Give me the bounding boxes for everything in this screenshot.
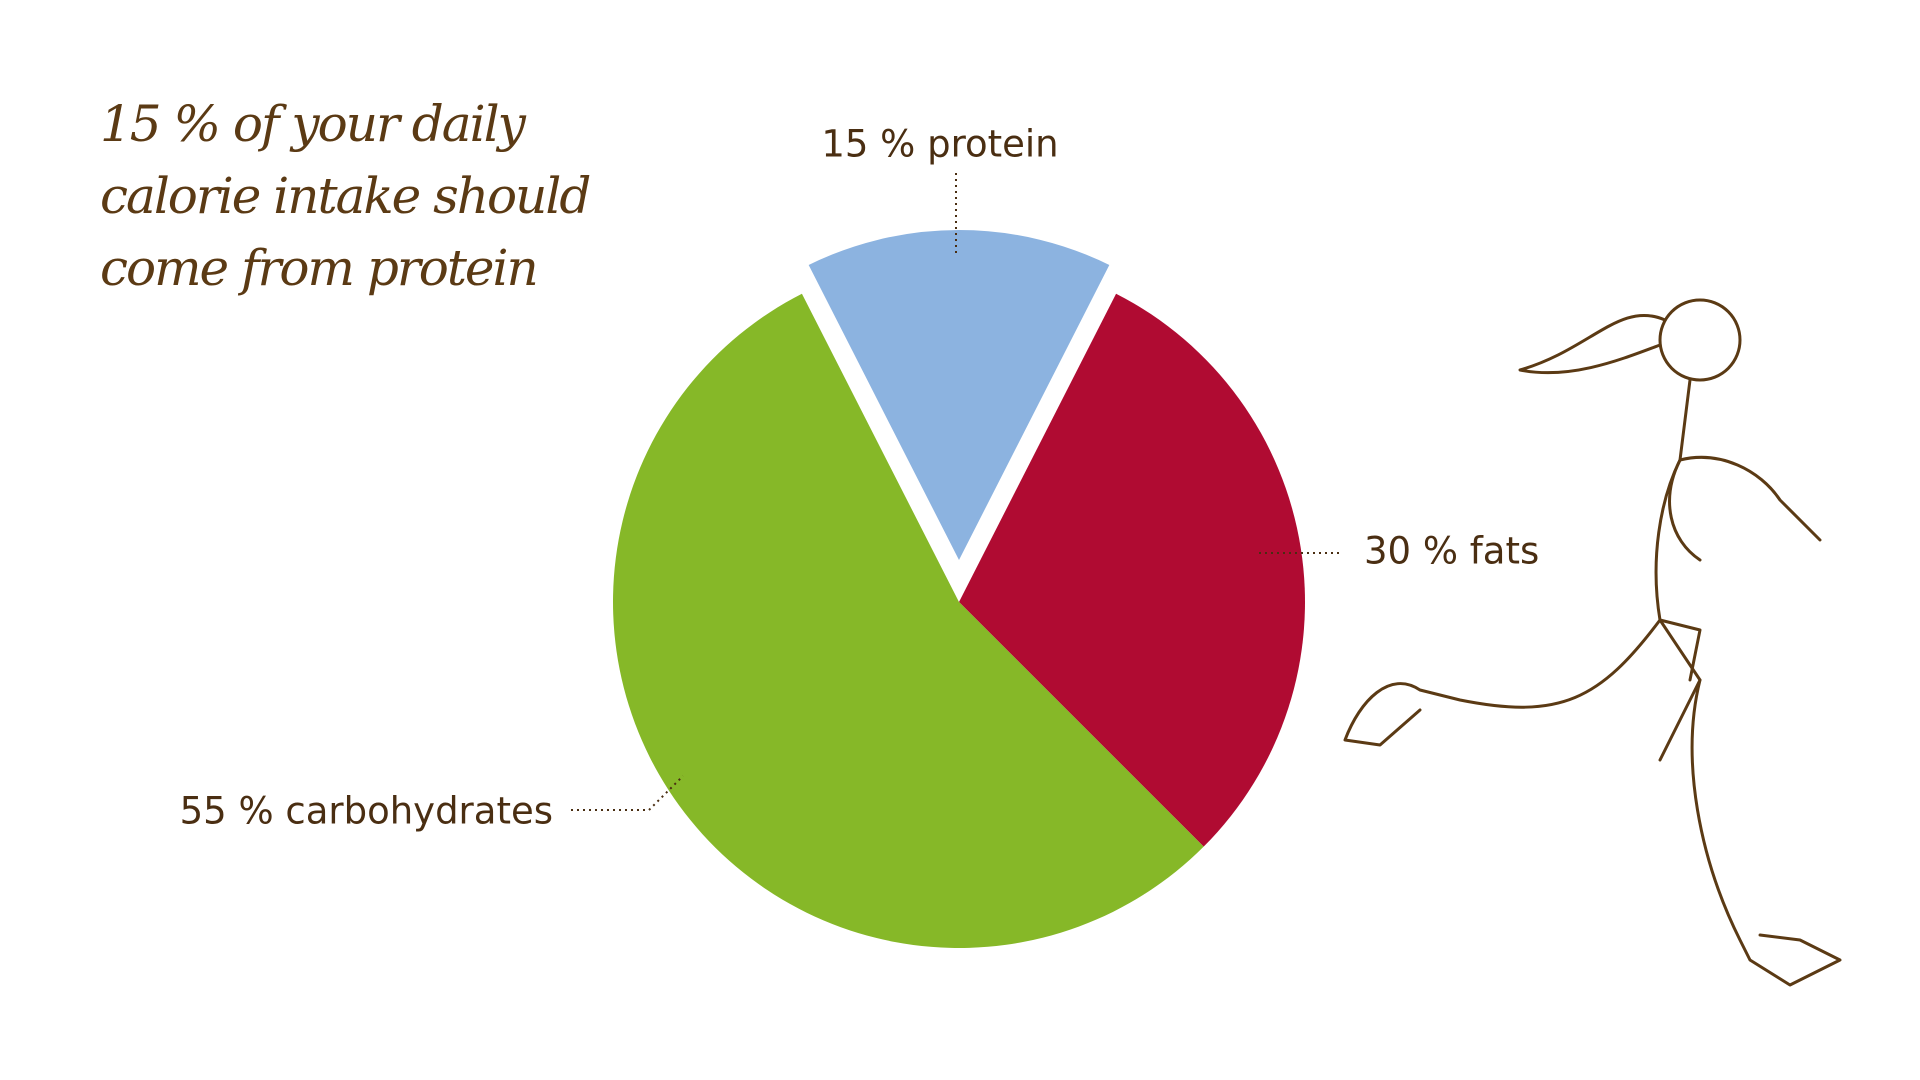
slice-label: 30 % fats: [1364, 530, 1539, 573]
title-line: come from protein: [100, 239, 537, 297]
chart-title: 15 % of your daily calorie intake should c…: [100, 95, 591, 297]
title-line: 15 % of your daily: [100, 95, 527, 153]
leader-line: [571, 775, 684, 811]
title-line: calorie intake should: [100, 167, 589, 225]
pie: [612, 220, 1306, 949]
runner-illustration: [1343, 298, 1842, 987]
slice-label: 15 % protein: [821, 123, 1058, 166]
labels: 15 % protein 30 % fats 55 % carbohydrates: [180, 123, 1540, 833]
leader-lines: [571, 173, 1342, 811]
pie-slice: [959, 293, 1306, 847]
slice-label: 55 % carbohydrates: [180, 790, 553, 833]
pie-slice: [612, 293, 1204, 949]
pie-slice: [795, 220, 1123, 583]
